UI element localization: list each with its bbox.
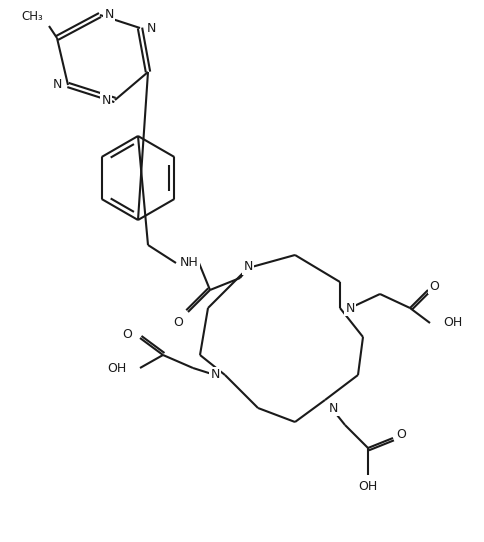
Text: OH: OH	[443, 317, 462, 330]
Text: OH: OH	[358, 481, 378, 494]
Text: N: N	[146, 22, 156, 35]
Text: N: N	[243, 261, 253, 274]
Text: O: O	[173, 315, 183, 328]
Text: O: O	[429, 280, 439, 293]
Text: N: N	[52, 78, 61, 91]
Text: OH: OH	[108, 362, 127, 375]
Text: N: N	[345, 301, 355, 314]
Text: CH₃: CH₃	[21, 10, 43, 23]
Text: O: O	[122, 327, 132, 340]
Text: NH: NH	[180, 256, 198, 269]
Text: N: N	[105, 8, 114, 21]
Text: O: O	[396, 428, 406, 441]
Text: N: N	[211, 369, 220, 382]
Text: N: N	[101, 94, 111, 106]
Text: N: N	[328, 402, 338, 415]
